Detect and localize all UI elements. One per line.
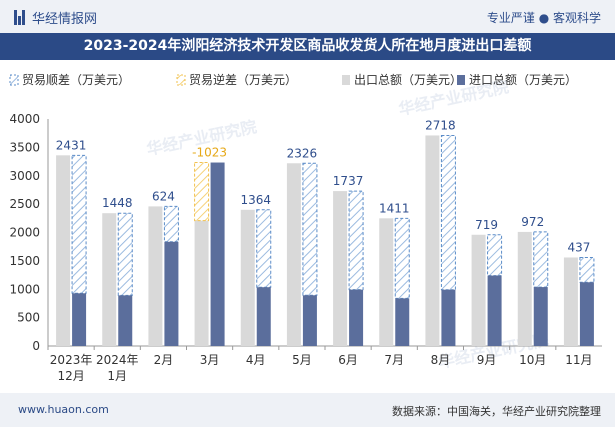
export-bar: [148, 206, 163, 346]
x-tick-label: 7月: [384, 353, 404, 367]
top-bar: 华经情报网 专业严谨 ● 客观科学: [0, 0, 615, 33]
import-bar: [487, 275, 502, 346]
balance-data-label: 2718: [425, 118, 456, 132]
y-tick-label: 3500: [9, 140, 40, 154]
x-tick-label: 2月: [154, 353, 174, 367]
surplus-bar: [117, 212, 133, 296]
x-tick-label: 3月: [200, 353, 220, 367]
balance-data-label: 624: [152, 189, 175, 203]
import-bar: [349, 289, 364, 346]
import-bar: [302, 295, 317, 346]
surplus-bar: [71, 154, 87, 294]
surplus-bar: [163, 205, 179, 243]
footer-source: 数据来源：中国海关，华经产业研究院整理: [392, 405, 601, 418]
import-bar: [256, 287, 271, 346]
brand-logo-icon: [14, 10, 26, 25]
export-bar: [102, 213, 117, 346]
export-bar: [425, 135, 440, 346]
import-bar: [72, 293, 87, 346]
balance-data-label: 719: [475, 218, 498, 232]
export-bar: [286, 163, 301, 346]
surplus-bar: [579, 256, 595, 283]
x-tick-label: 8月: [431, 353, 451, 367]
import-bar: [395, 298, 410, 346]
surplus-bar: [256, 209, 272, 288]
legend-swatch: [9, 74, 19, 86]
export-bar: [56, 155, 71, 346]
y-tick-label: 1000: [9, 282, 40, 296]
legend-swatch: [342, 75, 350, 85]
legend-label: 贸易逆差（万美元）: [189, 72, 297, 87]
brand: 华经情报网: [14, 8, 97, 27]
surplus-bar: [302, 162, 318, 296]
x-tick-label: 12月: [57, 369, 84, 383]
y-tick-label: 4000: [9, 112, 40, 126]
y-tick-label: 2500: [9, 197, 40, 211]
import-bar: [210, 162, 225, 346]
x-tick-label: 4月: [246, 353, 266, 367]
surplus-bar: [440, 134, 456, 291]
balance-data-label: -1023: [192, 146, 227, 160]
footer-url[interactable]: www.huaon.com: [18, 403, 109, 416]
import-bar: [118, 295, 133, 346]
legend-label: 出口总额（万美元）: [354, 73, 462, 87]
legend-label: 贸易顺差（万美元）: [22, 73, 130, 87]
x-tick-label: 9月: [477, 353, 497, 367]
surplus-bar: [533, 231, 549, 288]
tagline: 专业严谨 ● 客观科学: [486, 11, 601, 25]
legend-swatch: [457, 75, 465, 85]
surplus-bar: [394, 217, 410, 299]
export-bar: [471, 234, 486, 346]
y-tick-label: 500: [17, 311, 40, 325]
balance-data-label: 437: [567, 240, 590, 254]
export-bar: [517, 231, 532, 346]
balance-data-label: 1448: [102, 196, 133, 210]
x-tick-label: 2024年: [96, 353, 139, 367]
chart-title: 2023-2024年浏阳经济技术开发区商品收发货人所在地月度进出口差额: [0, 33, 615, 60]
export-bar: [563, 257, 578, 346]
x-tick-label: 5月: [292, 353, 312, 367]
y-tick-label: 1500: [9, 254, 40, 268]
legend-swatch: [176, 74, 186, 86]
export-bar: [194, 220, 209, 346]
footer: www.huaon.com 数据来源：中国海关，华经产业研究院整理: [0, 393, 615, 427]
y-tick-label: 0: [32, 339, 40, 353]
balance-data-label: 972: [521, 215, 544, 229]
legend-label: 进口总额（万美元）: [469, 73, 577, 87]
surplus-bar: [487, 234, 503, 277]
deficit-bar: [194, 162, 210, 222]
export-bar: [379, 218, 394, 346]
balance-data-label: 2431: [56, 138, 87, 152]
surplus-bar: [348, 190, 364, 291]
export-bar: [333, 191, 348, 346]
x-tick-label: 11月: [565, 353, 592, 367]
x-tick-label: 2023年: [50, 353, 93, 367]
y-tick-label: 3000: [9, 169, 40, 183]
y-tick-label: 2000: [9, 226, 40, 240]
x-tick-label: 6月: [338, 353, 358, 367]
import-bar: [579, 282, 594, 346]
import-bar: [533, 287, 548, 346]
import-bar: [441, 289, 456, 346]
balance-data-label: 1364: [240, 193, 271, 207]
x-tick-label: 10月: [519, 353, 546, 367]
brand-name: 华经情报网: [32, 12, 98, 27]
balance-data-label: 1737: [333, 174, 364, 188]
balance-data-label: 1411: [379, 201, 410, 215]
export-bar: [240, 209, 255, 346]
x-tick-label: 1月: [107, 369, 127, 383]
import-bar: [164, 241, 179, 346]
balance-data-label: 2326: [287, 146, 318, 160]
